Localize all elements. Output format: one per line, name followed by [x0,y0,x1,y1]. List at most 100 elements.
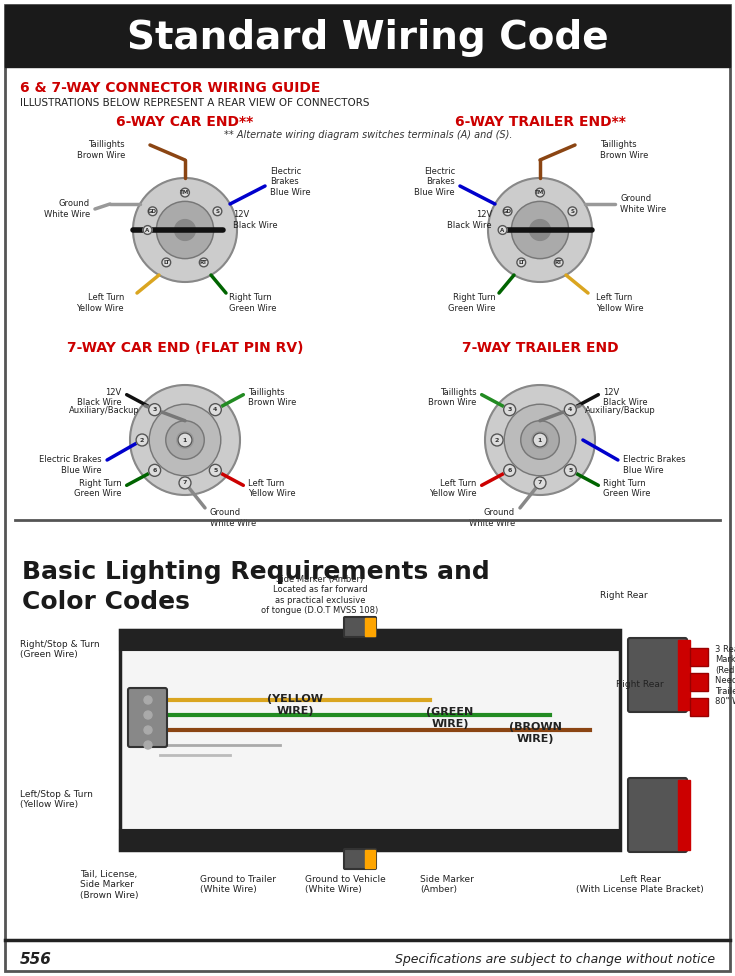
Text: Auxiliary/Backup: Auxiliary/Backup [69,406,140,415]
Text: 7: 7 [183,480,187,485]
Text: Right/Stop & Turn
(Green Wire): Right/Stop & Turn (Green Wire) [20,640,100,660]
Circle shape [504,404,576,475]
Text: 6-WAY TRAILER END**: 6-WAY TRAILER END** [454,115,625,129]
Circle shape [531,431,548,448]
Circle shape [488,178,592,282]
Circle shape [136,434,148,446]
Text: Side Marker (Amber)
Located as far forward
as practical exclusive
of tongue (D.O: Side Marker (Amber) Located as far forwa… [262,575,379,615]
Text: Tail, License,
Side Marker
(Brown Wire): Tail, License, Side Marker (Brown Wire) [80,870,138,900]
Text: Taillights
Brown Wire: Taillights Brown Wire [600,141,648,160]
Text: Electric
Brakes
Blue Wire: Electric Brakes Blue Wire [270,167,311,197]
Text: (YELLOW
WIRE): (YELLOW WIRE) [267,694,323,715]
FancyBboxPatch shape [365,618,375,636]
Circle shape [564,404,576,416]
FancyBboxPatch shape [690,648,708,666]
Circle shape [491,434,503,446]
Text: Auxiliary/Backup: Auxiliary/Backup [585,406,656,415]
Text: Left/Stop & Turn
(Yellow Wire): Left/Stop & Turn (Yellow Wire) [20,790,93,809]
Text: Ground
White Wire: Ground White Wire [620,194,667,214]
Text: Electric
Brakes
Blue Wire: Electric Brakes Blue Wire [415,167,455,197]
Text: (BROWN
WIRE): (BROWN WIRE) [509,722,562,744]
Text: ILLUSTRATIONS BELOW REPRESENT A REAR VIEW OF CONNECTORS: ILLUSTRATIONS BELOW REPRESENT A REAR VIE… [20,98,370,108]
Text: A: A [501,227,505,232]
Text: 12V
Black Wire: 12V Black Wire [448,210,492,229]
Text: 12V
Black Wire: 12V Black Wire [77,388,122,407]
FancyBboxPatch shape [365,850,375,868]
Circle shape [503,404,516,416]
Circle shape [144,741,152,749]
FancyBboxPatch shape [690,698,708,716]
Circle shape [530,220,551,240]
Text: 3: 3 [507,407,512,412]
Text: 1: 1 [538,437,542,442]
Text: 4: 4 [568,407,573,412]
Circle shape [176,431,193,448]
Text: Electric Brakes
Blue Wire: Electric Brakes Blue Wire [40,455,102,474]
Text: Left Turn
Yellow Wire: Left Turn Yellow Wire [76,294,124,312]
Text: Standard Wiring Code: Standard Wiring Code [127,19,609,57]
Text: Basic Lighting Requirements and
Color Codes: Basic Lighting Requirements and Color Co… [22,560,490,614]
Text: ** Alternate wiring diagram switches terminals (A) and (S).: ** Alternate wiring diagram switches ter… [223,130,512,140]
FancyBboxPatch shape [690,673,708,691]
Text: 2: 2 [495,437,499,442]
Circle shape [512,201,569,259]
Text: LT: LT [163,260,170,264]
Text: 7-WAY CAR END (FLAT PIN RV): 7-WAY CAR END (FLAT PIN RV) [67,341,304,355]
Circle shape [554,258,563,266]
Text: 7: 7 [538,480,542,485]
Text: Right Turn
Green Wire: Right Turn Green Wire [603,478,650,498]
FancyBboxPatch shape [344,617,376,637]
FancyBboxPatch shape [120,630,620,650]
Text: 4: 4 [213,407,218,412]
Circle shape [166,421,204,460]
Circle shape [178,433,192,447]
Circle shape [503,465,516,476]
Circle shape [498,225,507,234]
Text: Taillights
Brown Wire: Taillights Brown Wire [429,388,477,407]
Circle shape [144,696,152,704]
FancyBboxPatch shape [628,778,687,852]
Text: 12V
Black Wire: 12V Black Wire [603,388,648,407]
Text: Right Rear: Right Rear [600,590,648,599]
Circle shape [534,477,546,489]
Circle shape [181,188,190,197]
Circle shape [144,726,152,734]
Text: Right Rear: Right Rear [616,680,664,689]
FancyBboxPatch shape [678,640,690,710]
Text: Right Turn
Green Wire: Right Turn Green Wire [74,478,122,498]
Circle shape [175,220,196,240]
FancyBboxPatch shape [628,638,687,712]
Text: Electric Brakes
Blue Wire: Electric Brakes Blue Wire [623,455,686,474]
FancyBboxPatch shape [128,688,167,747]
Text: RT: RT [555,260,562,264]
FancyBboxPatch shape [120,830,620,850]
Text: 1: 1 [183,437,187,442]
Circle shape [568,207,577,216]
FancyBboxPatch shape [120,630,620,850]
Text: Left Turn
Yellow Wire: Left Turn Yellow Wire [596,294,644,312]
Text: Right Turn
Green Wire: Right Turn Green Wire [229,294,276,312]
Circle shape [485,385,595,495]
Circle shape [199,258,208,266]
Text: 6-WAY CAR END**: 6-WAY CAR END** [116,115,254,129]
Text: Taillights
Brown Wire: Taillights Brown Wire [76,141,125,160]
Circle shape [144,711,152,719]
Circle shape [209,465,221,476]
Circle shape [564,465,576,476]
Circle shape [143,225,152,234]
Circle shape [517,258,526,266]
Circle shape [157,201,214,259]
Text: Ground to Trailer
(White Wire): Ground to Trailer (White Wire) [200,875,276,894]
Text: 6 & 7-WAY CONNECTOR WIRING GUIDE: 6 & 7-WAY CONNECTOR WIRING GUIDE [20,81,320,95]
Text: 7-WAY TRAILER END: 7-WAY TRAILER END [462,341,618,355]
Text: Ground
White Wire: Ground White Wire [210,508,257,528]
Circle shape [533,433,547,447]
Text: Taillights
Brown Wire: Taillights Brown Wire [248,388,297,407]
Circle shape [209,404,221,416]
Text: A: A [146,227,150,232]
Text: Left Turn
Yellow Wire: Left Turn Yellow Wire [429,478,477,498]
Text: S: S [215,209,220,214]
Text: Ground to Vehicle
(White Wire): Ground to Vehicle (White Wire) [305,875,386,894]
Text: Side Marker
(Amber): Side Marker (Amber) [420,875,474,894]
Text: 556: 556 [20,953,52,967]
